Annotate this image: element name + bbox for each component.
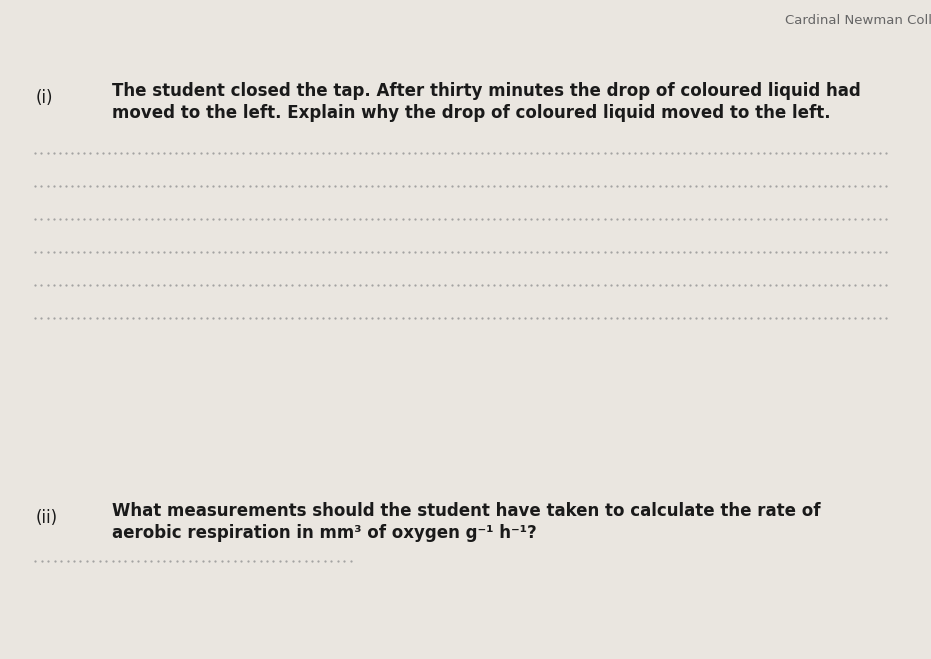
- Text: The student closed the tap. After thirty minutes the drop of coloured liquid had: The student closed the tap. After thirty…: [112, 82, 860, 100]
- Text: (ii): (ii): [35, 509, 58, 527]
- Text: aerobic respiration in mm³ of oxygen g⁻¹ h⁻¹?: aerobic respiration in mm³ of oxygen g⁻¹…: [112, 524, 536, 542]
- Text: Cardinal Newman Colle: Cardinal Newman Colle: [785, 14, 931, 28]
- Text: (i): (i): [35, 89, 53, 107]
- Text: moved to the left. Explain why the drop of coloured liquid moved to the left.: moved to the left. Explain why the drop …: [112, 104, 830, 122]
- Text: (: (: [929, 335, 931, 383]
- Text: What measurements should the student have taken to calculate the rate of: What measurements should the student hav…: [112, 502, 820, 520]
